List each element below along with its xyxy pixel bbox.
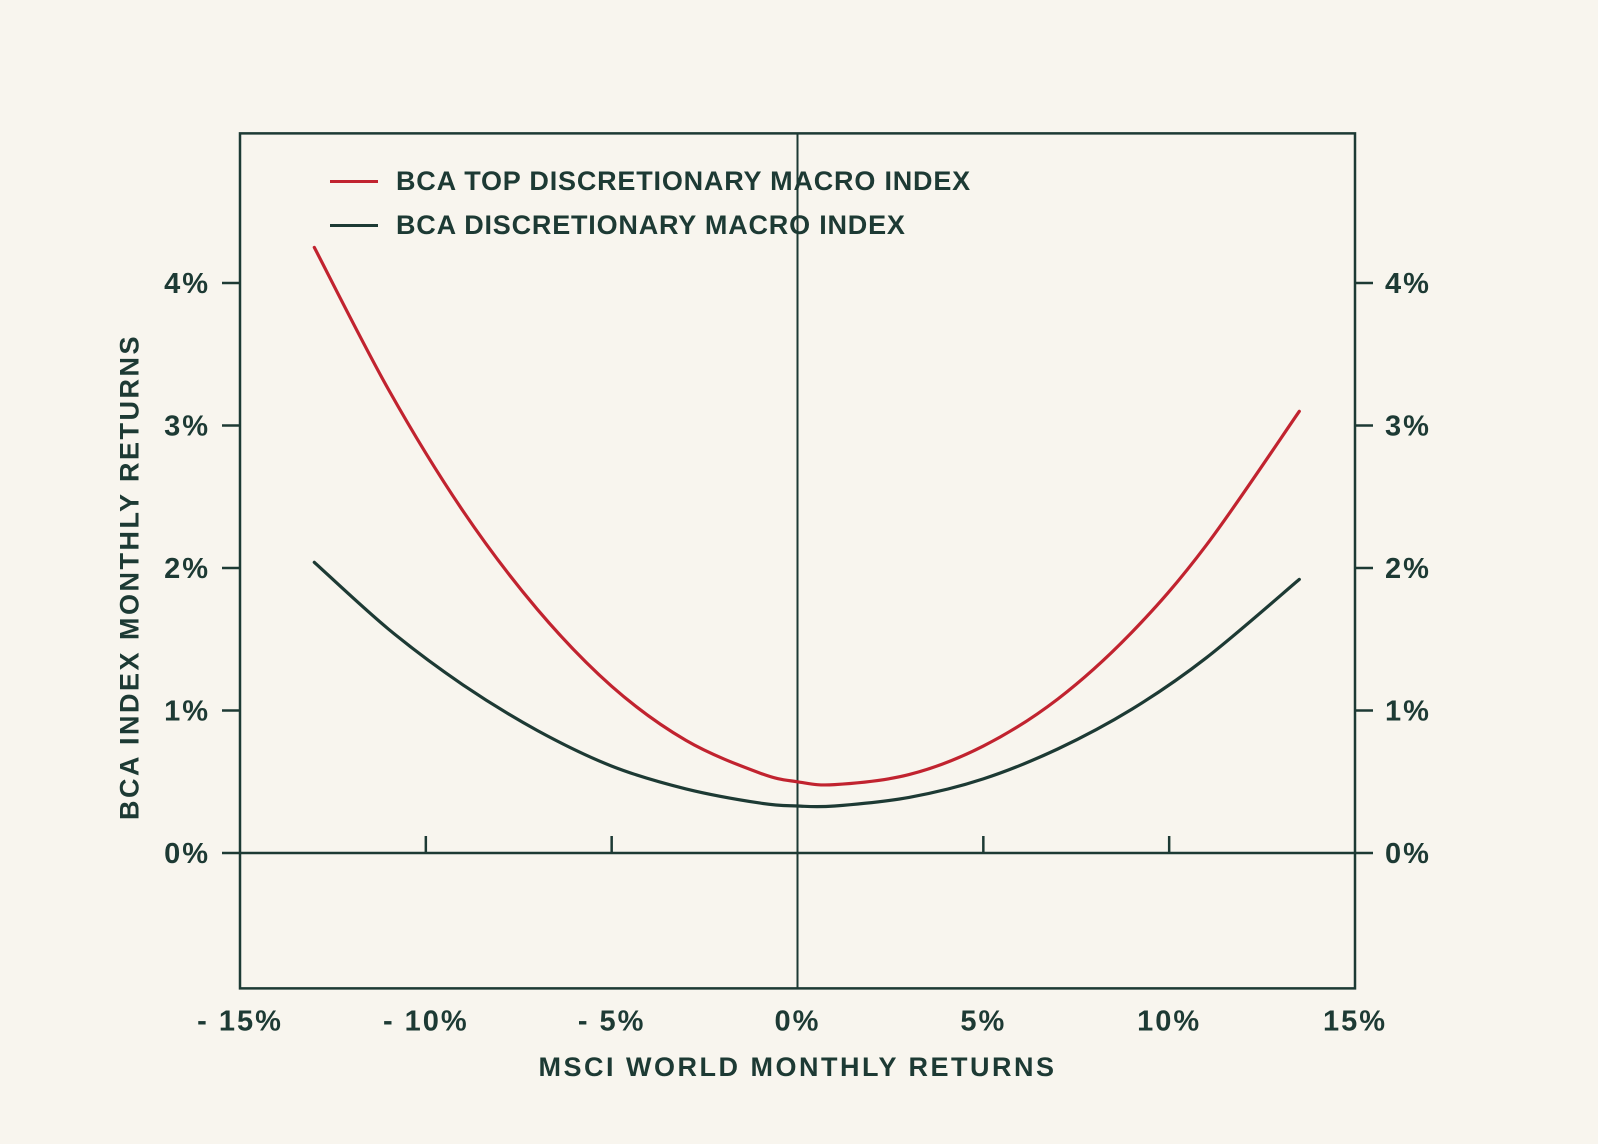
y-tick-label-left: 1%	[164, 696, 210, 728]
x-axis-title: MSCI WORLD MONTHLY RETURNS	[538, 1052, 1057, 1082]
x-tick-label: 15%	[1323, 1005, 1387, 1037]
x-tick-label: 10%	[1137, 1005, 1201, 1037]
x-tick-label: - 10%	[383, 1005, 469, 1037]
legend-item-top-discretionary: BCA TOP DISCRETIONARY MACRO INDEX	[330, 166, 971, 197]
x-tick-label: 5%	[960, 1005, 1006, 1037]
y-tick-label-left: 2%	[164, 553, 210, 585]
y-axis-title: BCA INDEX MONTHLY RETURNS	[114, 333, 145, 821]
series-line-0	[312, 245, 1301, 787]
legend-label-top-discretionary: BCA TOP DISCRETIONARY MACRO INDEX	[396, 166, 971, 196]
legend-line-swatch-red	[330, 180, 378, 183]
y-tick-label-right: 2%	[1385, 553, 1431, 585]
legend: BCA TOP DISCRETIONARY MACRO INDEX BCA DI…	[330, 166, 971, 241]
y-tick-label-right: 3%	[1385, 411, 1431, 443]
y-tick-label-right: 1%	[1385, 696, 1431, 728]
x-tick-label: - 15%	[197, 1005, 283, 1037]
y-tick-label-right: 0%	[1385, 838, 1431, 870]
legend-line-swatch-dark	[330, 224, 378, 227]
x-tick-label: 0%	[775, 1005, 821, 1037]
legend-item-discretionary: BCA DISCRETIONARY MACRO INDEX	[330, 210, 971, 241]
legend-label-discretionary: BCA DISCRETIONARY MACRO INDEX	[396, 210, 906, 240]
y-tick-label-left: 4%	[164, 268, 210, 300]
x-tick-label: - 5%	[578, 1005, 646, 1037]
y-tick-label-left: 0%	[164, 838, 210, 870]
series-line-1	[312, 560, 1301, 809]
y-tick-label-left: 3%	[164, 411, 210, 443]
y-tick-label-right: 4%	[1385, 268, 1431, 300]
